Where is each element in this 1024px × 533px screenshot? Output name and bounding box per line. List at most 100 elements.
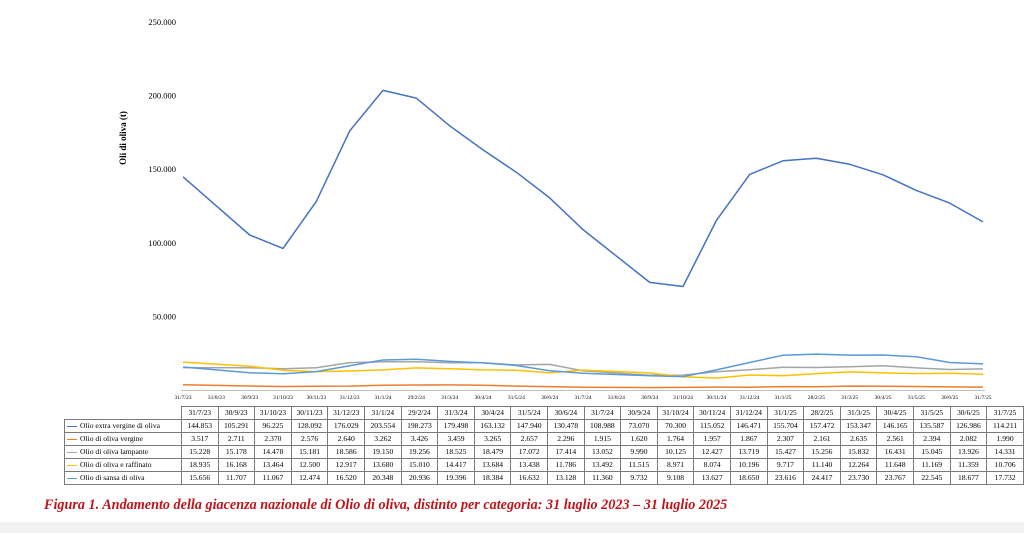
data-cell: 24.417 xyxy=(803,471,841,485)
x-tick-label: 31/7/23 xyxy=(174,395,191,401)
table-column-header: 31/3/25 xyxy=(839,406,878,420)
y-tick-label: 150.000 xyxy=(148,164,176,174)
x-tick-label: 31/7/24 xyxy=(574,395,591,401)
data-cell: 16.520 xyxy=(327,471,366,485)
data-cell: 11.360 xyxy=(583,471,622,485)
data-cell: 2.082 xyxy=(949,432,988,446)
data-cell: 10.125 xyxy=(656,445,695,459)
data-cell: 18.384 xyxy=(473,471,512,485)
data-cell: 108.988 xyxy=(583,419,622,433)
series-label-cell: Olio di oliva e raffinato xyxy=(64,458,182,472)
x-tick-label: 30/6/25 xyxy=(941,395,958,401)
data-cell: 22.545 xyxy=(913,471,951,485)
x-tick-label: 31/3/25 xyxy=(841,395,858,401)
table-row: Olio di sansa di oliva 15.656 11.707 11.067… xyxy=(64,471,1024,485)
x-tick-label: 31/8/24 xyxy=(608,395,625,401)
x-tick-label: 31/12/23 xyxy=(340,395,360,401)
data-cell: 2.394 xyxy=(913,432,951,446)
data-cell: 9.990 xyxy=(620,445,658,459)
series-line xyxy=(182,361,984,379)
legend-swatch xyxy=(67,464,77,466)
data-cell: 163.132 xyxy=(473,419,512,433)
data-cell: 19.396 xyxy=(437,471,475,485)
x-tick-label: 31/10/24 xyxy=(673,395,693,401)
data-cell: 11.067 xyxy=(254,471,292,485)
data-cell: 147.940 xyxy=(510,419,548,433)
x-tick-label: 28/2/25 xyxy=(808,395,825,401)
x-tick-label: 31/3/24 xyxy=(441,395,458,401)
data-cell: 13.684 xyxy=(473,458,512,472)
data-cell: 15.656 xyxy=(180,471,219,485)
data-cell: 3.265 xyxy=(473,432,512,446)
table-column-header: 31/7/24 xyxy=(583,406,622,420)
x-tick-label: 31/1/25 xyxy=(774,395,791,401)
table-column-header: 31/5/24 xyxy=(510,406,548,420)
data-table: 31/7/23 30/9/23 31/10/23 30/11/23 31/12/23 31… xyxy=(64,406,1024,485)
data-cell: 2.711 xyxy=(217,432,256,446)
legend-swatch xyxy=(67,438,77,440)
table-column-header: 30/9/23 xyxy=(217,406,256,420)
data-cell: 23.616 xyxy=(766,471,805,485)
data-cell: 12.500 xyxy=(290,458,329,472)
x-tick-label: 29/2/24 xyxy=(408,395,425,401)
data-cell: 144.853 xyxy=(180,419,219,433)
legend-swatch xyxy=(67,451,77,453)
data-cell: 8.971 xyxy=(656,458,695,472)
data-cell: 11.140 xyxy=(803,458,841,472)
data-cell: 16.431 xyxy=(876,445,915,459)
y-tick-label: 250.000 xyxy=(148,17,176,27)
table-column-header: 31/3/24 xyxy=(437,406,475,420)
data-cell: 3.459 xyxy=(437,432,475,446)
series-line xyxy=(182,89,984,288)
data-cell: 12.474 xyxy=(290,471,329,485)
data-cell: 2.561 xyxy=(876,432,915,446)
data-cell: 135.587 xyxy=(913,419,951,433)
x-tick-label: 31/5/25 xyxy=(908,395,925,401)
data-cell: 15.832 xyxy=(839,445,878,459)
data-cell: 114.211 xyxy=(986,419,1024,433)
data-cell: 1.957 xyxy=(693,432,731,446)
data-cell: 2.576 xyxy=(290,432,329,446)
series-label-cell: Olio di sansa di oliva xyxy=(64,471,182,485)
table-column-header: 30/6/24 xyxy=(547,406,585,420)
data-cell: 14.417 xyxy=(437,458,475,472)
y-tick-label: 200.000 xyxy=(148,91,176,101)
x-tick-label: 31/1/24 xyxy=(374,395,391,401)
data-cell: 15.178 xyxy=(217,445,256,459)
data-cell: 3.426 xyxy=(400,432,439,446)
data-cell: 2.370 xyxy=(254,432,292,446)
data-cell: 105.291 xyxy=(217,419,256,433)
data-cell: 18.677 xyxy=(949,471,988,485)
table-row: Olio extra vergine di oliva 144.853 105.29… xyxy=(64,419,1024,433)
table-column-header: 30/9/24 xyxy=(620,406,658,420)
data-cell: 12.427 xyxy=(693,445,731,459)
data-cell: 2.657 xyxy=(510,432,548,446)
series-name: Olio di oliva vergine xyxy=(80,434,143,443)
data-cell: 1.990 xyxy=(986,432,1024,446)
data-cell: 16.168 xyxy=(217,458,256,472)
data-cell: 17.414 xyxy=(547,445,585,459)
data-cell: 9.732 xyxy=(620,471,658,485)
x-tick-label: 30/4/25 xyxy=(874,395,891,401)
table-corner-cell xyxy=(65,407,182,420)
table-header-row: 31/7/23 30/9/23 31/10/23 30/11/23 31/12/23 31… xyxy=(65,406,1024,420)
table-column-header: 31/12/24 xyxy=(730,406,768,420)
data-cell: 96.225 xyxy=(254,419,292,433)
data-cell: 70.300 xyxy=(656,419,695,433)
table-column-header: 30/4/24 xyxy=(473,406,512,420)
data-cell: 9.717 xyxy=(766,458,805,472)
data-cell: 13.492 xyxy=(583,458,622,472)
data-cell: 23.730 xyxy=(839,471,878,485)
data-cell: 1.764 xyxy=(656,432,695,446)
data-cell: 18.586 xyxy=(327,445,366,459)
table-column-header: 28/2/25 xyxy=(803,406,841,420)
data-cell: 2.161 xyxy=(803,432,841,446)
data-cell: 128.092 xyxy=(290,419,329,433)
data-cell: 23.767 xyxy=(876,471,915,485)
data-cell: 13.627 xyxy=(693,471,731,485)
data-cell: 1.915 xyxy=(583,432,622,446)
data-cell: 15.045 xyxy=(913,445,951,459)
data-cell: 2.635 xyxy=(839,432,878,446)
data-cell: 18.650 xyxy=(730,471,768,485)
x-tick-label: 31/10/23 xyxy=(273,395,293,401)
